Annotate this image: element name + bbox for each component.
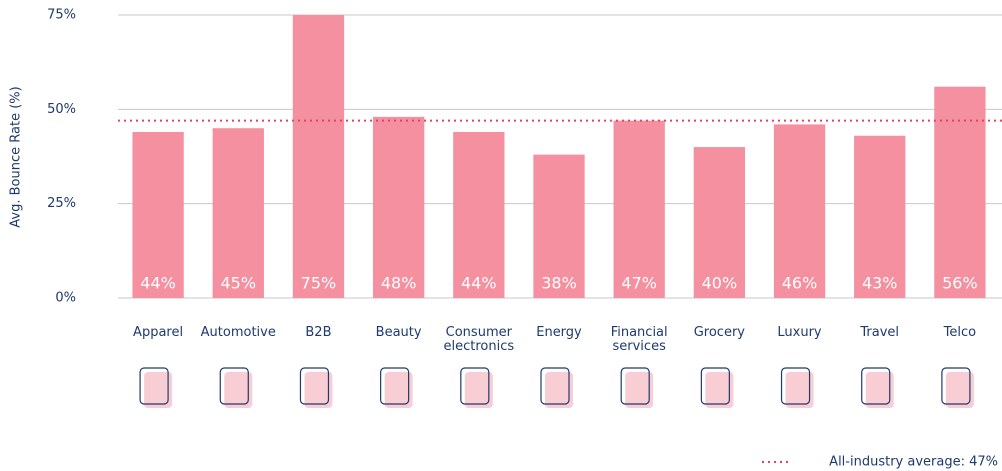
category-icon xyxy=(545,372,573,408)
y-axis-title: Avg. Bounce Rate (%) xyxy=(9,86,24,227)
category-icon xyxy=(705,372,734,408)
x-tick-label: Financial services xyxy=(610,325,668,354)
category-icon-outline xyxy=(219,367,249,405)
bar xyxy=(934,86,986,299)
x-tick-label: Apparel xyxy=(133,325,184,340)
y-tick-label: 25% xyxy=(47,196,76,211)
value-label: 44% xyxy=(140,274,176,293)
legend-label: All-industry average: 47% xyxy=(829,455,998,470)
bar xyxy=(132,131,184,298)
value-label: 43% xyxy=(862,274,898,293)
category-icon xyxy=(464,372,493,408)
x-tick-label: Grocery xyxy=(693,325,745,340)
bar xyxy=(613,120,665,298)
value-label: 46% xyxy=(782,274,818,293)
bar xyxy=(854,135,906,298)
x-tick-label: Automotive xyxy=(200,325,276,340)
category-icon-outline xyxy=(460,367,490,405)
x-tick-label: Beauty xyxy=(375,325,422,340)
bar xyxy=(773,124,826,298)
x-tick-label: Luxury xyxy=(777,325,822,340)
category-icon-outline xyxy=(540,367,570,405)
category-icon-outline xyxy=(941,367,971,405)
value-label: 38% xyxy=(541,274,577,293)
category-icon xyxy=(785,372,814,408)
category-icon xyxy=(625,372,654,408)
y-tick-label: 0% xyxy=(55,291,76,306)
y-tick-label: 50% xyxy=(47,102,76,117)
value-label: 48% xyxy=(381,274,417,293)
category-icon xyxy=(144,372,173,408)
bar xyxy=(453,131,505,298)
bar xyxy=(533,154,585,298)
value-label: 40% xyxy=(702,274,738,293)
category-icon-outline xyxy=(700,367,730,405)
value-label: 75% xyxy=(301,274,337,293)
x-tick-label: Telco xyxy=(943,325,977,340)
category-icon-outline xyxy=(299,367,330,405)
category-icon xyxy=(945,372,974,408)
value-label: 47% xyxy=(621,274,657,293)
bar xyxy=(292,15,345,298)
category-icon-outline xyxy=(780,367,811,405)
value-label: 45% xyxy=(220,274,256,293)
category-icon xyxy=(224,372,253,408)
x-tick-label: Travel xyxy=(860,325,900,340)
x-tick-label: B2B xyxy=(305,325,332,340)
bar xyxy=(693,147,746,298)
x-tick-label: Energy xyxy=(536,325,582,340)
y-tick-label: 75% xyxy=(47,8,76,23)
category-icon xyxy=(304,372,333,408)
category-icon-outline xyxy=(380,367,410,405)
category-icon-outline xyxy=(139,367,169,405)
category-icon xyxy=(865,372,894,408)
category-icon xyxy=(384,372,413,408)
value-label: 56% xyxy=(942,274,978,293)
category-icon-outline xyxy=(861,367,891,405)
value-label: 44% xyxy=(461,274,497,293)
bar xyxy=(212,128,264,298)
category-icon-outline xyxy=(620,367,650,405)
bar xyxy=(372,116,425,298)
x-tick-label: Consumer electronics xyxy=(443,325,515,354)
